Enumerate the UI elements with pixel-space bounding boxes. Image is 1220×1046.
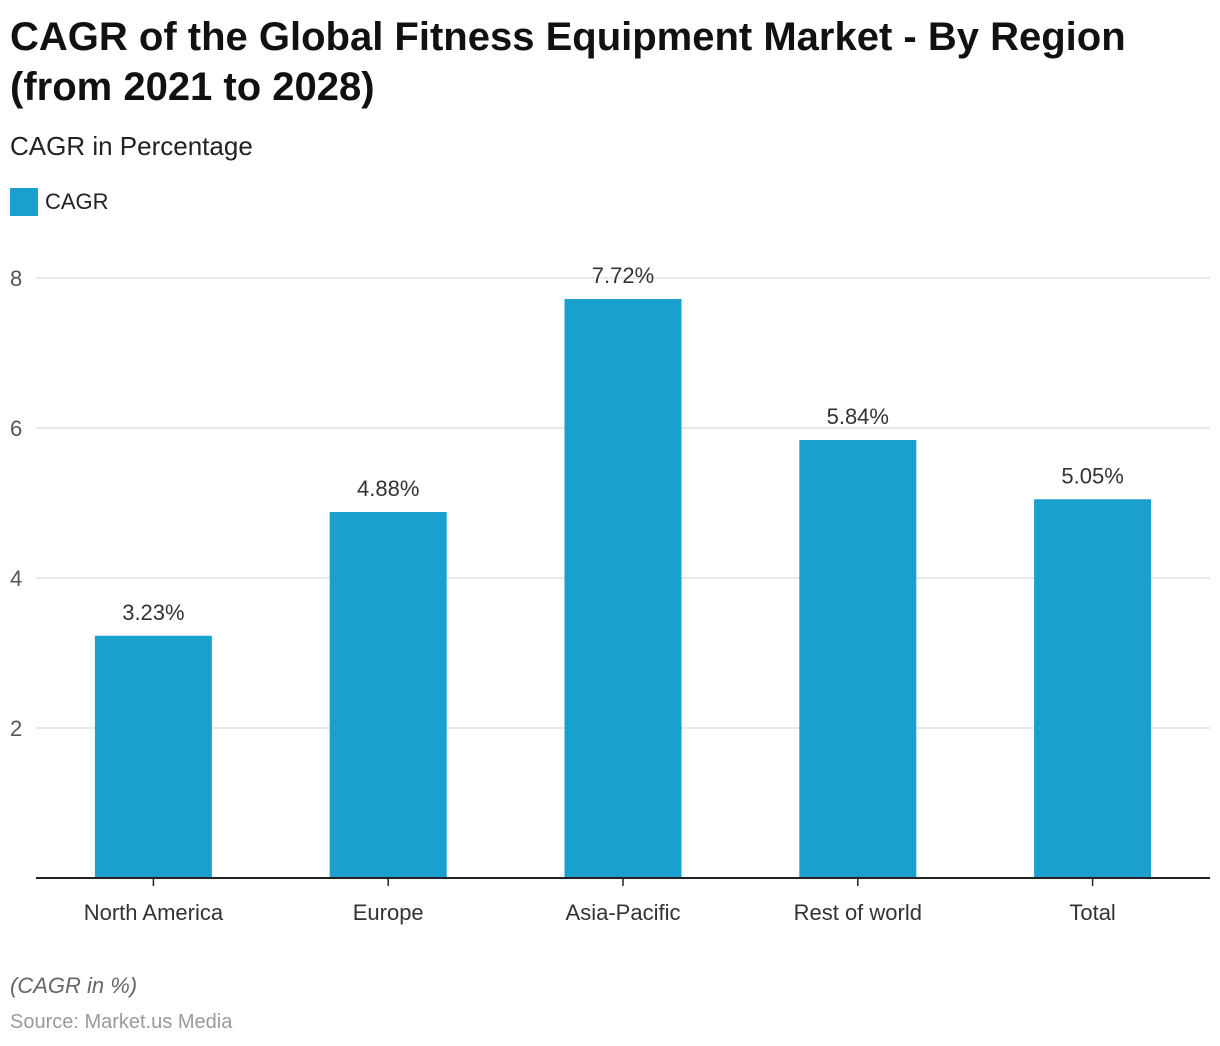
bar [329,512,447,878]
bar [564,299,682,878]
legend: CAGR [10,187,109,217]
x-tick-label: Rest of world [794,900,922,925]
data-label: 5.05% [1061,463,1123,488]
bar-chart: 2 4 6 8 3.23% North America 4.88% Europe 7.72% As… [10,263,1210,925]
y-tick-label: 6 [10,416,22,441]
footer-note: (CAGR in %) [10,973,138,998]
data-label: 4.88% [357,476,419,501]
bar [1034,499,1152,878]
legend-label-cagr: CAGR [45,189,109,214]
y-tick-label: 4 [10,566,22,591]
x-tick-label: Europe [353,900,424,925]
chart-title: CAGR of the Global Fitness Equipment Mar… [10,15,1126,109]
x-tick-label: Asia-Pacific [566,900,681,925]
legend-swatch-cagr [10,188,38,216]
x-tick-label: Total [1069,900,1115,925]
data-label: 3.23% [122,600,184,625]
bar [799,440,917,878]
bar [94,635,212,878]
chart-subtitle: CAGR in Percentage [10,131,253,161]
y-tick-label: 8 [10,266,22,291]
footer-source: Source: Market.us Media [10,1011,233,1033]
x-tick-label: North America [84,900,224,925]
data-label: 7.72% [592,263,654,288]
y-tick-label: 2 [10,716,22,741]
data-label: 5.84% [827,404,889,429]
